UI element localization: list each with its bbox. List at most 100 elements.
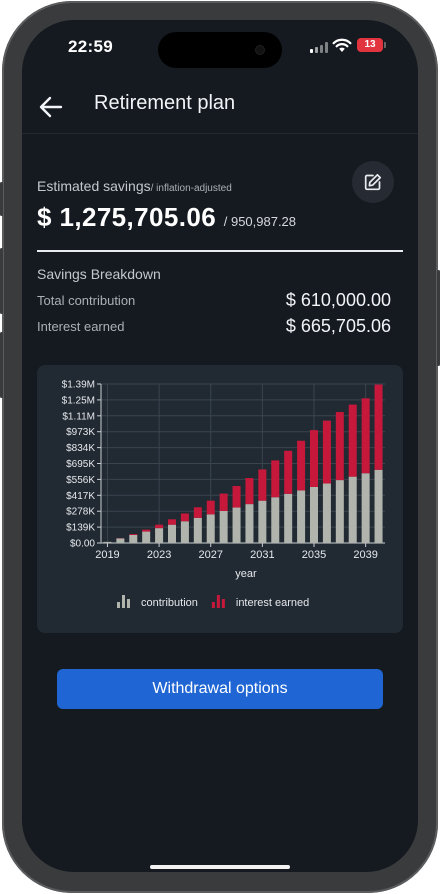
interest-bar — [142, 529, 151, 532]
legend-interest: interest earned — [211, 595, 309, 609]
legend-swatch-bar — [221, 599, 225, 608]
y-tick-label: $834K — [66, 443, 95, 454]
withdrawal-options-button[interactable]: Withdrawal options — [57, 669, 383, 709]
power-button — [437, 270, 440, 366]
savings-chart: $0.00 $139K $278K $417K $556K $695K $834K $973K… — [62, 380, 385, 580]
interest-bar — [322, 420, 331, 484]
interest-bar — [258, 469, 267, 501]
contribution-bar — [193, 517, 202, 543]
y-tick-label: $278K — [66, 507, 95, 518]
interest-bar — [271, 460, 280, 498]
volume-up-button — [0, 248, 3, 314]
savings-divider — [37, 250, 403, 252]
contribution-bar — [297, 490, 306, 543]
y-tick-label: $556K — [66, 475, 95, 486]
interest-bar — [245, 478, 254, 505]
interest-bar — [167, 519, 177, 525]
interest-bar — [374, 384, 383, 470]
x-tick-label: 2019 — [95, 549, 119, 561]
contribution-bar — [335, 480, 344, 543]
interest-bar — [129, 534, 138, 535]
contribution-bar — [258, 500, 267, 543]
contribution-bar — [219, 510, 228, 543]
x-tick-label: 2027 — [198, 549, 222, 561]
app-screen: 22:59 13 Retirement plan — [22, 20, 418, 872]
contribution-bar — [245, 504, 254, 543]
wifi-icon — [332, 38, 352, 52]
legend-swatch-bar — [122, 595, 125, 608]
status-time: 22:59 — [68, 37, 113, 56]
x-axis-title: year — [235, 568, 257, 580]
contribution-bar — [284, 493, 293, 543]
contribution-bar — [374, 469, 383, 543]
y-tick-label: $695K — [66, 459, 95, 470]
inflation-adjusted-amount: / 950,987.28 — [223, 214, 297, 229]
contribution-bar — [322, 483, 331, 543]
interest-earned-value: $ 665,705.06 — [285, 316, 391, 336]
contribution-bar — [348, 476, 357, 543]
contribution-bar — [142, 531, 151, 543]
y-tick-label: $1.39M — [62, 380, 95, 391]
contribution-bar — [155, 528, 164, 543]
y-tick-label: $1.11M — [62, 411, 95, 422]
interest-bar — [297, 440, 306, 491]
interest-bar — [180, 513, 189, 522]
header-divider — [22, 133, 418, 134]
contribution-bar — [167, 524, 177, 543]
y-tick-label: $417K — [66, 491, 95, 502]
edit-icon — [364, 173, 382, 191]
arrow-left-icon — [39, 96, 63, 118]
interest-bar — [348, 404, 357, 477]
contribution-bar — [309, 486, 319, 543]
legend-swatch-bar — [216, 595, 220, 608]
y-tick-label: $973K — [66, 427, 95, 438]
savings-chart-card: $0.00 $139K $278K $417K $556K $695K $834K $973K… — [37, 365, 403, 633]
interest-bar — [361, 398, 370, 474]
dynamic-island — [158, 32, 282, 68]
interest-bar — [155, 524, 164, 529]
chart-legend: contribution interest earned — [117, 595, 309, 609]
estimated-savings-amount: $ 1,275,705.06 — [37, 202, 217, 232]
y-tick-label: $1.25M — [62, 395, 95, 406]
estimated-savings-label: Estimated savings/ inflation-adjusted — [37, 178, 232, 194]
legend-contribution: contribution — [117, 595, 198, 609]
legend-swatch-bar — [117, 602, 120, 608]
legend-swatch-bar — [127, 599, 130, 608]
legend-label: interest earned — [236, 597, 309, 609]
contribution-bar — [206, 514, 215, 543]
volume-down-button — [0, 332, 3, 398]
interest-bar — [232, 486, 241, 508]
battery-icon: 13 — [357, 38, 386, 52]
contribution-bar — [103, 541, 112, 543]
legend-swatch-bar — [211, 602, 215, 608]
interest-earned-label: Interest earned — [37, 319, 125, 334]
estimated-savings-value: $ 1,275,705.06 / 950,987.28 — [37, 202, 296, 233]
contribution-bar — [232, 507, 241, 543]
cellular-signal-icon — [310, 42, 328, 53]
x-tick-label: 2035 — [302, 549, 326, 561]
contribution-bar — [129, 534, 138, 543]
legend-label: contribution — [141, 597, 198, 609]
interest-bar — [219, 493, 228, 511]
y-tick-label: $0.00 — [70, 539, 95, 550]
y-tick-label: $139K — [66, 523, 95, 534]
camera-icon — [256, 46, 264, 54]
x-tick-label: 2031 — [250, 549, 274, 561]
inflation-adjusted-note: / inflation-adjusted — [150, 183, 232, 194]
nav-bar: Retirement plan — [22, 82, 418, 134]
total-contribution-value: $ 610,000.00 — [285, 290, 391, 310]
total-contribution-label: Total contribution — [37, 293, 136, 308]
status-bar: 22:59 13 — [22, 20, 418, 72]
x-tick-label: 2023 — [147, 549, 171, 561]
interest-bar — [284, 450, 293, 494]
interest-bar — [335, 412, 344, 481]
contribution-bar — [271, 497, 280, 543]
contribution-bar — [361, 473, 370, 543]
contribution-bar — [116, 538, 125, 543]
edit-button[interactable] — [352, 161, 394, 203]
back-button[interactable] — [36, 92, 66, 122]
interest-bar — [206, 500, 215, 515]
estimated-savings-title: Estimated savings — [37, 178, 151, 194]
home-indicator — [150, 865, 290, 869]
interest-bar — [193, 507, 202, 518]
